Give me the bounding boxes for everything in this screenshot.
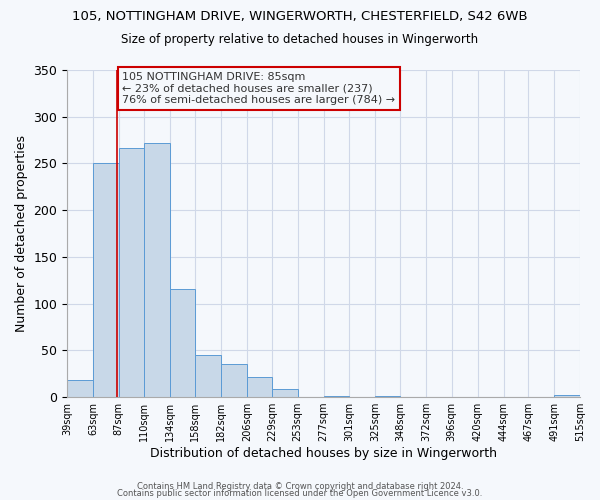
Bar — [93, 164, 119, 397]
Bar — [554, 395, 580, 397]
Text: Contains public sector information licensed under the Open Government Licence v3: Contains public sector information licen… — [118, 489, 482, 498]
Text: 105 NOTTINGHAM DRIVE: 85sqm
← 23% of detached houses are smaller (237)
76% of se: 105 NOTTINGHAM DRIVE: 85sqm ← 23% of det… — [122, 72, 395, 105]
Bar — [375, 396, 400, 397]
Bar — [170, 288, 196, 397]
Text: 105, NOTTINGHAM DRIVE, WINGERWORTH, CHESTERFIELD, S42 6WB: 105, NOTTINGHAM DRIVE, WINGERWORTH, CHES… — [72, 10, 528, 23]
Bar — [323, 396, 349, 397]
Bar — [119, 148, 143, 397]
X-axis label: Distribution of detached houses by size in Wingerworth: Distribution of detached houses by size … — [150, 447, 497, 460]
Bar — [247, 378, 272, 397]
Text: Size of property relative to detached houses in Wingerworth: Size of property relative to detached ho… — [121, 32, 479, 46]
Y-axis label: Number of detached properties: Number of detached properties — [15, 135, 28, 332]
Bar — [272, 388, 298, 397]
Bar — [196, 355, 221, 397]
Bar — [67, 380, 93, 397]
Bar — [143, 143, 170, 397]
Bar — [221, 364, 247, 397]
Text: Contains HM Land Registry data © Crown copyright and database right 2024.: Contains HM Land Registry data © Crown c… — [137, 482, 463, 491]
